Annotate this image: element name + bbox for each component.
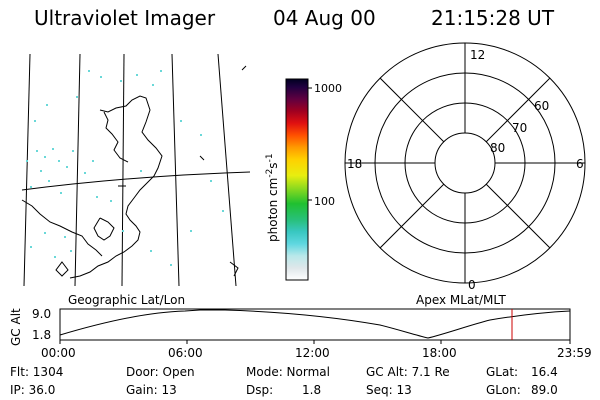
altitude-ytick-low: 1.8 (32, 328, 51, 342)
time-label: 21:15:28 UT (431, 6, 555, 30)
altitude-xtick-0600: 06:00 (168, 346, 203, 360)
colorbar-tick-label-1000: 1000 (314, 82, 342, 95)
mlat-label-80: 80 (490, 141, 505, 155)
info-panel: Flt: 1304 IP: 36.0 Door: Open Gain: 13 M… (10, 365, 558, 397)
mlt-label-6: 6 (576, 157, 584, 171)
polar-plot (344, 42, 586, 284)
info-glon-value: 89.0 (531, 383, 558, 397)
altitude-xtick-1800: 18:00 (422, 346, 457, 360)
polar-labels: 12 18 6 0 60 70 80 (347, 48, 584, 292)
map-label-apex: Apex MLat/MLT (416, 293, 506, 307)
altitude-xtick-0000: 00:00 (41, 346, 76, 360)
altitude-ytick-high: 9.0 (32, 307, 51, 321)
info-mode: Mode: Normal (246, 365, 330, 379)
altitude-xticks (59, 340, 571, 344)
info-glat-value: 16.4 (531, 365, 558, 379)
map-parallel (21, 171, 251, 191)
date-label: 04 Aug 00 (273, 6, 376, 30)
info-ip: IP: 36.0 (10, 383, 55, 397)
info-flight: Flt: 1304 (10, 365, 63, 379)
info-gc-alt: GC Alt: 7.1 Re (366, 365, 450, 379)
polar-spoke-ne (485, 77, 551, 143)
info-dsp-label: Dsp: (246, 383, 273, 397)
polar-spoke-sw (379, 183, 445, 249)
info-dsp-value: 1.8 (302, 383, 321, 397)
polar-spoke-nw (379, 77, 445, 143)
altitude-xtick-1200: 12:00 (295, 346, 330, 360)
info-gain: Gain: 13 (126, 383, 177, 397)
uv-emission-pixels (26, 70, 224, 266)
map-label-geographic: Geographic Lat/Lon (68, 293, 185, 307)
mlat-label-70: 70 (512, 121, 527, 135)
info-glat-label: GLat: (486, 365, 518, 379)
geographic-map (21, 53, 251, 287)
altitude-curve (59, 309, 571, 339)
mlt-label-0: 0 (468, 278, 476, 292)
info-seq: Seq: 13 (366, 383, 412, 397)
colorbar-gradient (285, 78, 309, 281)
altitude-xtick-2359: 23:59 (557, 346, 592, 360)
colorbar: 1000 100 photon cm-2s-1 (265, 78, 342, 281)
colorbar-tick-label-100: 100 (314, 195, 335, 208)
instrument-title: Ultraviolet Imager (34, 6, 216, 30)
altitude-plot: GC Alt 9.0 1.8 00:00 06:00 12:00 18:00 2… (9, 307, 592, 360)
mlat-label-60: 60 (534, 99, 549, 113)
info-glon-label: GLon: (486, 383, 521, 397)
colorbar-unit-label: photon cm-2s-1 (265, 153, 280, 242)
info-door: Door: Open (126, 365, 195, 379)
mlt-label-18: 18 (347, 157, 362, 171)
mlt-label-12: 12 (470, 48, 485, 62)
altitude-ylabel: GC Alt (9, 308, 23, 346)
polar-spoke-se (485, 183, 551, 249)
map-coastlines (21, 65, 247, 279)
altitude-plot-frame (59, 308, 571, 341)
map-meridians (23, 53, 237, 287)
